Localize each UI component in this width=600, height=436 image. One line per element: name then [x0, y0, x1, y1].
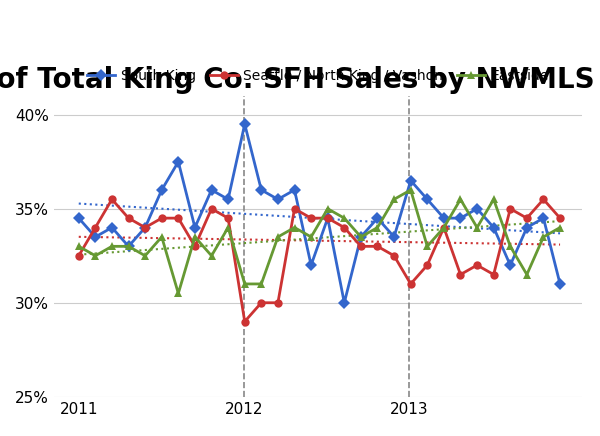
South King	[457, 215, 464, 221]
South King	[125, 244, 132, 249]
Seattle / North King / Vashon	[490, 272, 497, 277]
Seattle / North King / Vashon	[374, 244, 381, 249]
South King	[308, 262, 315, 268]
Seattle / North King / Vashon	[341, 225, 348, 230]
South King	[191, 225, 199, 230]
South King	[523, 225, 530, 230]
Seattle / North King / Vashon	[92, 225, 99, 230]
Eastside	[357, 234, 364, 239]
Eastside	[540, 234, 547, 239]
South King	[440, 215, 448, 221]
Seattle / North King / Vashon	[241, 319, 248, 324]
South King	[142, 225, 149, 230]
Eastside	[308, 234, 315, 239]
Eastside	[506, 244, 514, 249]
Line: Seattle / North King / Vashon: Seattle / North King / Vashon	[74, 195, 564, 326]
Eastside	[158, 234, 166, 239]
Seattle / North King / Vashon	[424, 262, 431, 268]
Eastside	[274, 234, 281, 239]
South King	[175, 159, 182, 164]
South King	[291, 187, 298, 193]
South King	[341, 300, 348, 305]
Seattle / North King / Vashon	[258, 300, 265, 305]
Seattle / North King / Vashon	[540, 197, 547, 202]
Eastside	[224, 225, 232, 230]
Seattle / North King / Vashon	[142, 225, 149, 230]
South King	[241, 122, 248, 127]
Eastside	[407, 187, 414, 193]
Seattle / North King / Vashon	[391, 253, 398, 259]
Seattle / North King / Vashon	[556, 215, 563, 221]
Eastside	[324, 206, 331, 211]
Seattle / North King / Vashon	[125, 215, 132, 221]
Eastside	[374, 225, 381, 230]
Eastside	[92, 253, 99, 259]
South King	[374, 215, 381, 221]
Eastside	[75, 244, 82, 249]
Eastside	[341, 215, 348, 221]
South King	[258, 187, 265, 193]
Eastside	[473, 225, 481, 230]
Title: % of Total King Co. SFH Sales by NWMLS Area: % of Total King Co. SFH Sales by NWMLS A…	[0, 65, 600, 94]
South King	[357, 234, 364, 239]
South King	[473, 206, 481, 211]
Eastside	[241, 281, 248, 286]
Seattle / North King / Vashon	[457, 272, 464, 277]
Seattle / North King / Vashon	[191, 244, 199, 249]
Seattle / North King / Vashon	[175, 215, 182, 221]
Line: South King: South King	[74, 120, 564, 307]
Seattle / North King / Vashon	[308, 215, 315, 221]
Seattle / North King / Vashon	[523, 215, 530, 221]
South King	[490, 225, 497, 230]
Eastside	[208, 253, 215, 259]
Seattle / North King / Vashon	[109, 197, 116, 202]
Seattle / North King / Vashon	[158, 215, 166, 221]
Eastside	[109, 244, 116, 249]
Line: Eastside: Eastside	[74, 186, 564, 297]
South King	[92, 234, 99, 239]
Eastside	[523, 272, 530, 277]
Eastside	[556, 225, 563, 230]
South King	[540, 215, 547, 221]
Eastside	[424, 244, 431, 249]
Seattle / North King / Vashon	[440, 225, 448, 230]
Eastside	[490, 197, 497, 202]
Seattle / North King / Vashon	[506, 206, 514, 211]
Seattle / North King / Vashon	[208, 206, 215, 211]
South King	[224, 197, 232, 202]
South King	[75, 215, 82, 221]
South King	[556, 281, 563, 286]
Eastside	[291, 225, 298, 230]
Eastside	[258, 281, 265, 286]
Seattle / North King / Vashon	[274, 300, 281, 305]
Eastside	[457, 197, 464, 202]
Eastside	[125, 244, 132, 249]
South King	[506, 262, 514, 268]
Seattle / North King / Vashon	[407, 281, 414, 286]
Seattle / North King / Vashon	[291, 206, 298, 211]
South King	[391, 234, 398, 239]
South King	[407, 178, 414, 183]
Seattle / North King / Vashon	[357, 244, 364, 249]
Eastside	[142, 253, 149, 259]
Seattle / North King / Vashon	[224, 215, 232, 221]
Eastside	[391, 197, 398, 202]
South King	[274, 197, 281, 202]
Eastside	[440, 225, 448, 230]
Eastside	[175, 291, 182, 296]
Seattle / North King / Vashon	[75, 253, 82, 259]
South King	[158, 187, 166, 193]
Seattle / North King / Vashon	[473, 262, 481, 268]
South King	[424, 197, 431, 202]
South King	[324, 215, 331, 221]
Seattle / North King / Vashon	[324, 215, 331, 221]
Eastside	[191, 234, 199, 239]
South King	[208, 187, 215, 193]
South King	[109, 225, 116, 230]
Legend: South King, Seattle / North King / Vashon, Eastside: South King, Seattle / North King / Vasho…	[82, 64, 554, 89]
